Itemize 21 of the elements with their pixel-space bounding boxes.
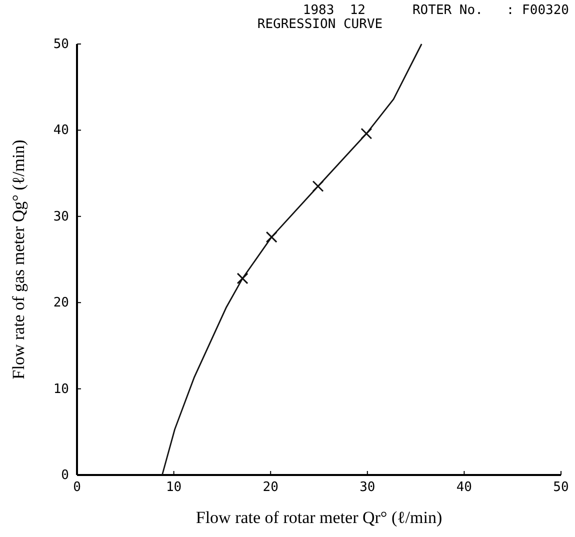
x-tick-label: 30: [360, 480, 376, 495]
y-tick-label: 30: [53, 209, 69, 224]
point: [360, 128, 372, 140]
y-tick-label: 40: [53, 123, 69, 138]
line-series: [161, 43, 422, 476]
y-tick-label: 20: [53, 296, 69, 311]
y-tick-label: 0: [61, 468, 69, 483]
y-tick-label: 10: [53, 382, 69, 397]
y-tick-label: 50: [53, 37, 69, 52]
x-tick-label: 0: [73, 480, 81, 495]
point: [236, 272, 248, 284]
x-tick-label: 50: [553, 480, 569, 495]
chart-subtitle: REGRESSION CURVE: [257, 17, 383, 32]
point: [312, 180, 324, 192]
x-tick-label: 20: [262, 480, 278, 495]
x-axis-title: Flow rate of rotar meter Qr° (ℓ/min): [196, 508, 442, 527]
y-axis-title: Flow rate of gas meter Qg° (ℓ/min): [9, 140, 28, 380]
x-tick-label: 40: [456, 480, 472, 495]
point: [266, 231, 278, 243]
x-tick-label: 10: [166, 480, 182, 495]
chart-title: 1983 12 ROTER No. : F00320: [302, 3, 569, 18]
